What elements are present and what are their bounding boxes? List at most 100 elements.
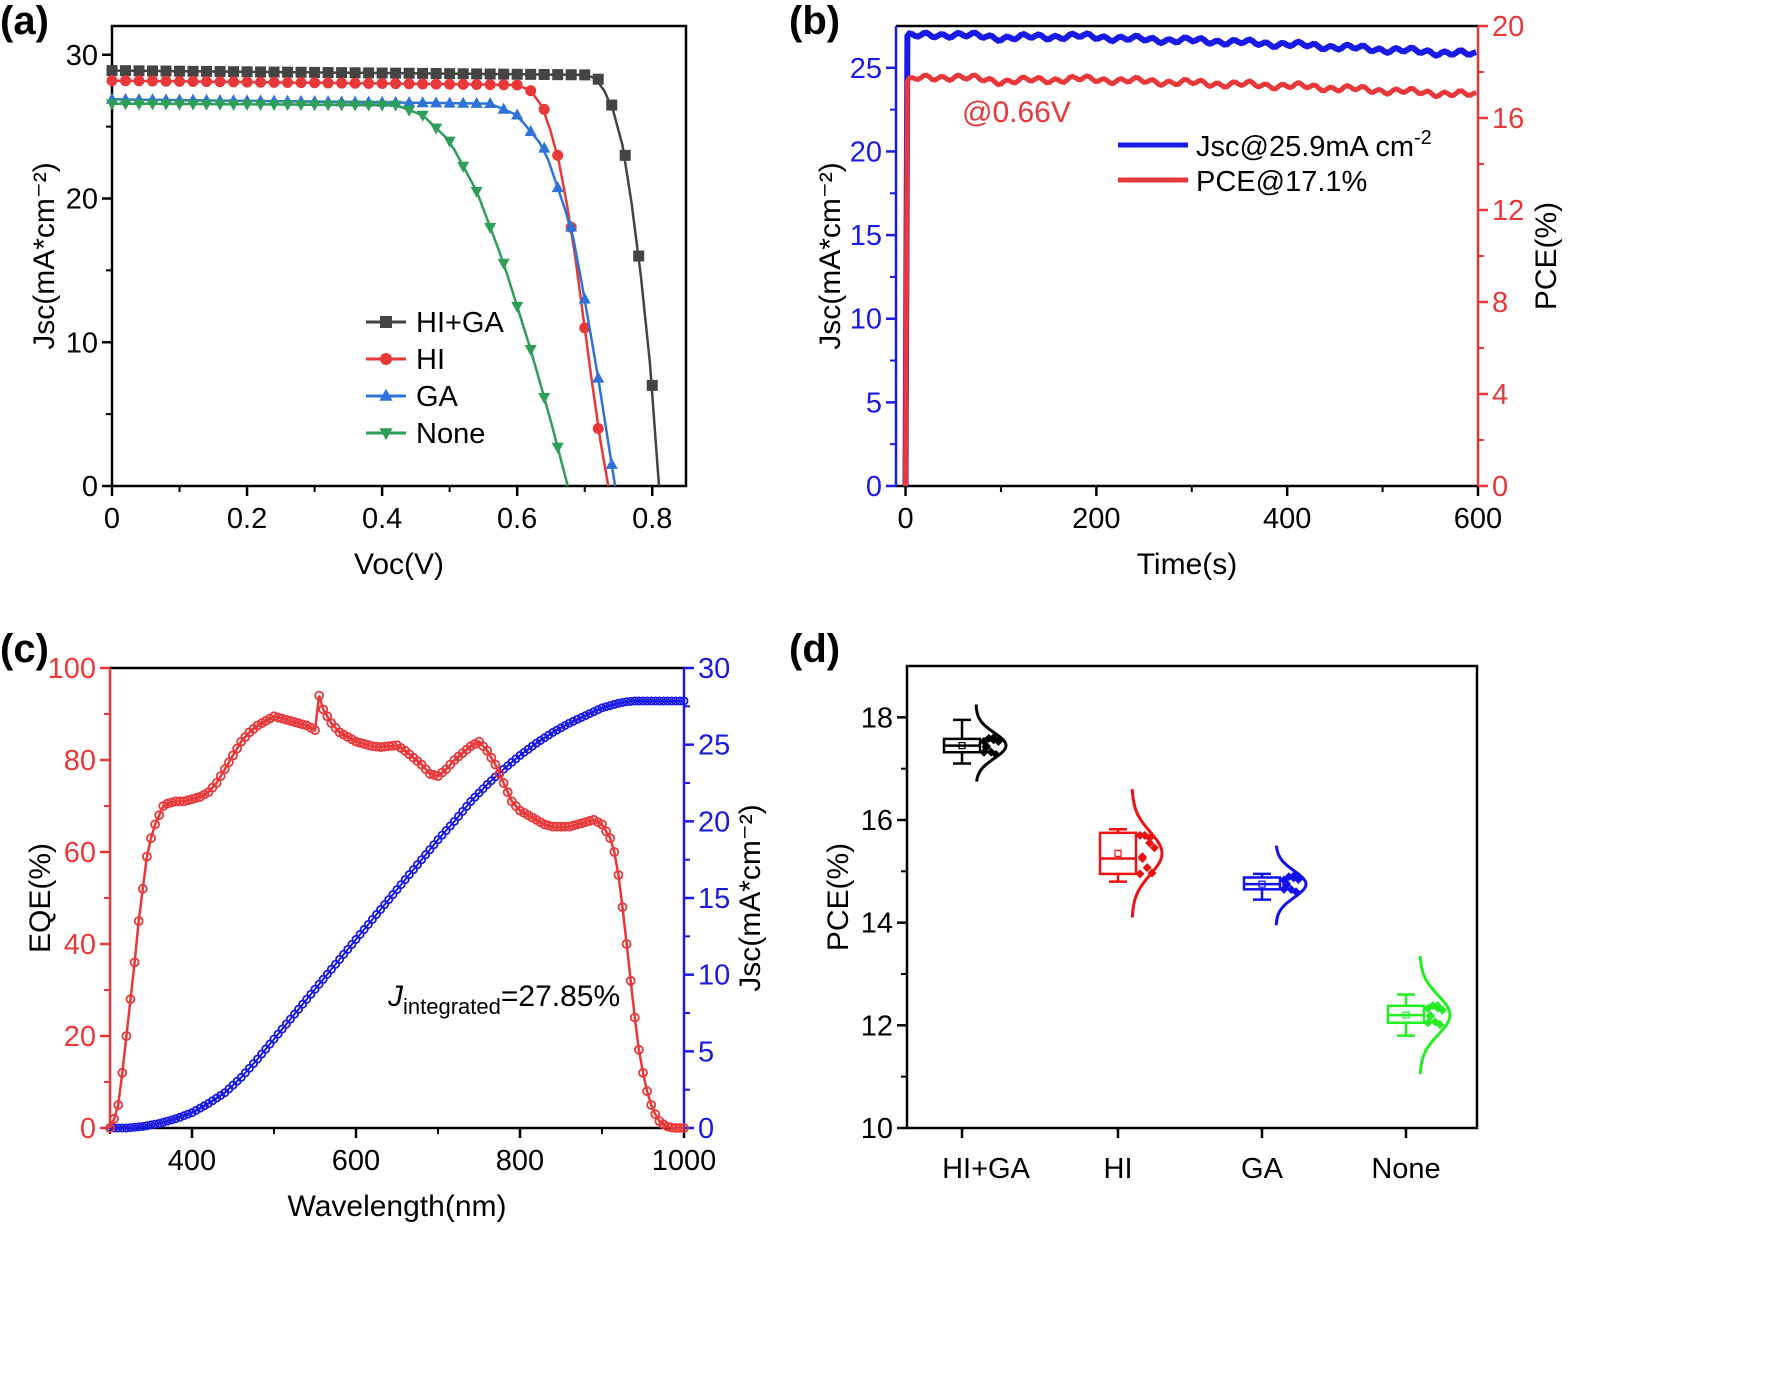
panel-b-legend-label-1: PCE@17.1% [1196,166,1367,198]
panel-a-point-0-16 [322,67,334,79]
panel-a-point-0-5 [174,65,186,77]
panel-c-eqe-point-9 [141,851,152,862]
panel-c-eqe-point-92 [482,745,493,756]
panel-c-eqe-point-12 [154,810,165,821]
panel-a-point-1-27 [471,79,483,91]
panel-c-eqe-point-3 [117,1067,128,1078]
panel-a-point-0-21 [390,67,402,79]
panel-a-ytick-label-2: 20 [66,184,98,216]
panel-d-point-0-8 [989,735,999,745]
panel-c-eqe-point-97 [502,787,513,798]
panel-d-ylabel: PCE(%) [822,843,855,951]
panel-d-label: (d) [789,627,840,671]
panel-b-annotation: @0.66V [962,96,1071,129]
panel-d-point-2-9 [1281,879,1291,889]
panel-c-jsc-point-3 [117,1123,127,1133]
panel-c-eqe-point-122 [605,833,616,844]
panel-a-point-1-24 [430,78,442,90]
panel-c-xtick-label-0: 400 [168,1145,216,1177]
panel-c-jsc-point-140 [679,696,689,706]
panel-c-eqe-point-139 [675,1123,685,1133]
panel-c-jsc-point-11 [150,1119,160,1129]
panel-a-point-2-29 [497,102,510,114]
panel-c-eqe-point-26 [211,778,222,788]
panel-a-point-1-16 [322,77,334,89]
panel-d-point-3-6 [1430,1017,1440,1027]
panel-c-annotation: Jintegrated=27.85% [387,980,620,1019]
panel-c-jsc-point-8 [138,1121,148,1131]
panel-a-label: (a) [0,0,49,43]
panel-a-legend-label-3: None [416,418,485,450]
panel-a-point-1-2 [133,75,145,87]
panel-a-point-2-36 [592,371,605,383]
panel-c-eqe-point-125 [617,902,628,913]
panel-c-eqe-line [108,695,684,1130]
panel-c-jsc-point-134 [654,696,664,706]
panel-a-point-0-9 [228,66,240,78]
panel-c-ytick-right-label-5: 25 [698,730,730,762]
panel-a-point-1-1 [120,75,132,87]
panel-a-point-0-6 [187,65,199,77]
panel-c-jsc-point-127 [626,696,636,706]
panel-c-jsc-point-123 [609,699,619,709]
panel-a: (a) 0 0.2 0.4 0.6 0.8 0 10 20 30 Voc(V) Jsc(mA*cm⁻²… [0,0,688,581]
panel-a-xtick-label-1: 0.2 [227,503,267,535]
panel-a-legend-label-1: HI [416,344,445,376]
panel-d-xtick-label-1: HI [1104,1153,1133,1185]
panel-a-point-1-30 [511,79,523,91]
panel-a-point-1-20 [376,78,388,89]
panel-a-point-3-24 [430,123,443,135]
panel-b-xtick-label-3: 600 [1454,503,1502,535]
panel-c-eqe-point-96 [498,778,509,788]
panel-c-ytick-right-label-1: 5 [698,1036,714,1068]
panel-a-ytick-label-0: 0 [82,471,98,503]
panel-a-point-0-10 [241,66,253,78]
panel-c-jsc-point-136 [663,696,673,706]
panel-a-xtick-label-0: 0 [104,503,120,535]
panel-d-point-1-4 [1140,830,1150,840]
panel-d-point-1-6 [1142,863,1152,873]
panel-a-xtick-label-4: 0.8 [632,503,672,535]
panel-a-point-1-7 [201,76,213,88]
panel-a-legend-label-0: HI+GA [416,307,504,339]
panel-a-point-0-39 [633,250,645,262]
panel-a-point-1-36 [592,423,604,434]
panel-c-eqe-point-10 [146,833,156,844]
panel-a-point-0-37 [606,99,618,111]
panel-a-point-2-22 [403,96,416,108]
panel-a-point-1-29 [498,79,510,91]
panel-d-box-1 [1098,831,1138,876]
panel-a-point-3-23 [416,110,429,122]
panel-a-point-1-12 [268,76,280,88]
panel-a-point-1-21 [390,78,402,90]
panel-c-jsc-point-7 [134,1122,144,1132]
panel-d-mean-2 [1258,880,1266,888]
panel-d-point-0-9 [981,741,991,751]
panel-a-point-3-26 [457,161,470,173]
panel-a-point-1-35 [579,322,591,334]
panel-a-point-3-7 [200,99,213,111]
panel-b-ytick-right-label-1: 4 [1492,379,1508,411]
panel-c-eqe-point-131 [642,1086,652,1097]
panel-c-jsc-point-6 [130,1122,140,1132]
panel-d-point-3-7 [1423,1003,1433,1013]
panel-a-point-1-22 [403,78,415,90]
panel-a-point-0-27 [471,68,483,80]
panel-a-point-3-22 [403,105,416,117]
panel-a-point-3-17 [335,100,348,112]
panel-a-legend-marker-0 [380,316,392,328]
panel-d-ytick-label-2: 14 [861,908,893,940]
panel-a-point-3-15 [308,100,321,112]
panel-a-point-3-19 [362,100,375,112]
panel-c-jsc-point-15 [166,1115,176,1125]
panel-a-point-0-3 [147,65,159,77]
panel-c-jsc-point-129 [634,696,644,706]
panel-c-jsc-point-19 [183,1109,193,1119]
panel-a-point-0-22 [403,67,415,79]
panel-d-point-2-8 [1289,873,1299,883]
panel-c-xtick-label-1: 600 [332,1145,380,1177]
panel-d-point-1-8 [1145,838,1155,848]
panel-a-point-0-23 [417,67,429,79]
panel-a-point-1-6 [187,75,199,87]
panel-a-point-1-3 [147,75,159,87]
